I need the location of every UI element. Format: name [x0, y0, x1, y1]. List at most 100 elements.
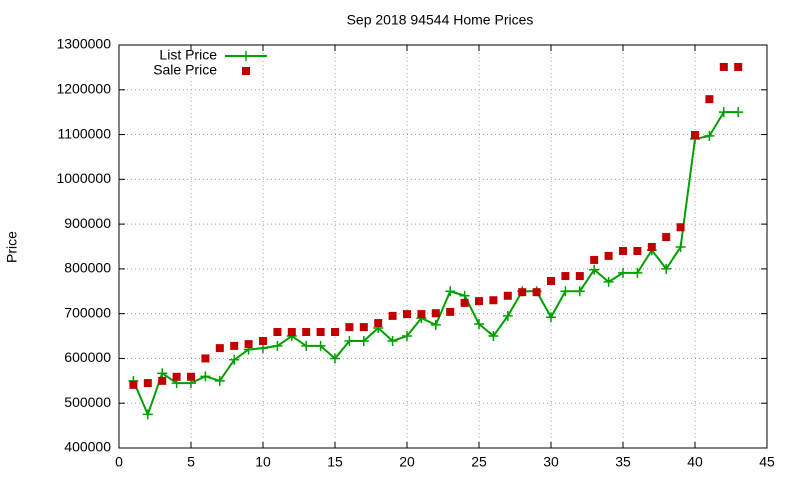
point — [603, 276, 614, 287]
point — [475, 297, 483, 306]
y-tick-label: 1000000 — [56, 170, 111, 186]
point — [142, 409, 153, 420]
point — [344, 335, 355, 346]
legend-label: Sale Price — [153, 62, 217, 78]
point — [331, 328, 339, 337]
point — [633, 246, 642, 255]
point — [358, 335, 369, 346]
y-tick-label: 700000 — [64, 304, 111, 320]
point — [359, 323, 368, 332]
point — [518, 288, 527, 297]
y-tick-label: 800000 — [64, 260, 111, 276]
legend-label: List Price — [159, 47, 217, 63]
point — [460, 298, 469, 307]
point — [229, 354, 240, 365]
y-tick-label: 1100000 — [58, 125, 112, 141]
point — [503, 291, 512, 300]
point — [431, 309, 440, 318]
point — [590, 255, 599, 264]
x-tick-label: 15 — [327, 454, 343, 470]
point — [560, 286, 571, 297]
point — [272, 340, 283, 351]
x-tick-label: 25 — [471, 454, 487, 470]
x-tick-label: 40 — [687, 454, 703, 470]
point — [704, 130, 715, 141]
point — [661, 263, 672, 274]
point — [574, 286, 585, 297]
x-tick-label: 35 — [615, 454, 631, 470]
chart-title: Sep 2018 94544 Home Prices — [347, 12, 534, 28]
point — [547, 276, 555, 285]
point — [675, 241, 686, 252]
point — [417, 310, 426, 319]
point — [446, 307, 455, 316]
point — [589, 264, 600, 275]
y-tick-label: 600000 — [64, 349, 111, 365]
point — [201, 354, 210, 363]
point — [488, 331, 499, 342]
point — [691, 131, 699, 140]
x-tick-label: 30 — [543, 454, 559, 470]
point — [718, 107, 729, 118]
point — [532, 288, 541, 297]
point — [345, 323, 354, 332]
point — [273, 328, 282, 337]
point — [546, 312, 556, 323]
series-line — [132, 111, 739, 418]
point — [632, 267, 643, 278]
point — [200, 371, 211, 382]
point — [403, 310, 411, 319]
x-tick-label: 45 — [759, 454, 775, 470]
x-tick-label: 20 — [399, 454, 415, 470]
point — [157, 368, 168, 379]
point — [604, 251, 613, 260]
point — [187, 372, 195, 381]
point — [315, 340, 326, 351]
point — [719, 62, 728, 71]
y-tick-label: 500000 — [64, 394, 111, 410]
point — [618, 267, 628, 278]
y-tick-label: 1200000 — [56, 80, 111, 96]
point — [316, 328, 325, 337]
y-tick-label: 400000 — [64, 439, 111, 455]
point — [733, 107, 744, 118]
point — [230, 341, 239, 350]
point — [561, 272, 570, 281]
point — [215, 344, 224, 353]
point — [330, 353, 340, 364]
point — [301, 340, 312, 351]
point — [158, 376, 167, 385]
point — [259, 336, 267, 345]
point — [430, 319, 441, 330]
y-tick-label: 1300000 — [56, 36, 111, 52]
point — [502, 310, 513, 321]
x-tick-label: 5 — [187, 454, 195, 470]
point — [705, 95, 714, 104]
point — [302, 328, 311, 337]
point — [474, 318, 484, 329]
point — [662, 233, 671, 242]
x-tick-label: 0 — [115, 454, 123, 470]
x-tick-label: 10 — [255, 454, 271, 470]
point — [402, 331, 412, 342]
y-axis-label: Price — [4, 231, 20, 263]
point — [242, 67, 250, 75]
point — [172, 372, 181, 381]
point — [129, 380, 138, 389]
point — [734, 62, 743, 71]
point — [244, 340, 253, 349]
point — [676, 223, 685, 232]
point — [214, 375, 225, 386]
plot-border — [118, 44, 768, 449]
point — [445, 286, 456, 297]
point — [287, 328, 296, 337]
point — [374, 319, 383, 328]
point — [489, 296, 498, 305]
point — [387, 335, 398, 346]
point — [143, 379, 152, 388]
y-tick-label: 900000 — [64, 215, 111, 231]
point — [647, 242, 656, 251]
point — [575, 272, 584, 281]
point — [388, 311, 397, 320]
